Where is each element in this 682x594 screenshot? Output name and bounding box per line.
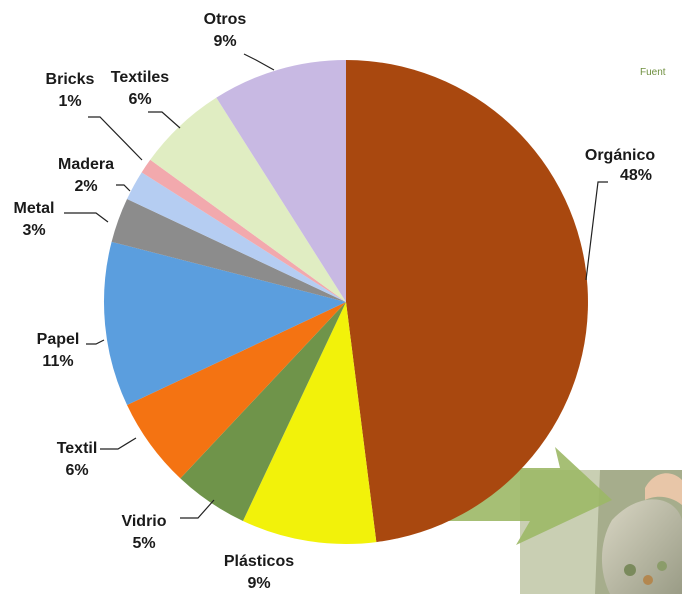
slice-label: Textiles bbox=[111, 69, 170, 86]
leader-line bbox=[180, 499, 215, 519]
leader-line bbox=[86, 339, 105, 345]
slice-label: Textil bbox=[57, 440, 98, 457]
leader-line bbox=[585, 181, 608, 281]
slice-value-label: 1% bbox=[58, 93, 81, 110]
pie-slice-textil bbox=[127, 302, 346, 479]
slice-label: Otros bbox=[204, 11, 247, 28]
slice-value-label: 6% bbox=[65, 462, 88, 479]
leader-line bbox=[116, 184, 131, 192]
pie-slice-bricks bbox=[141, 159, 346, 302]
slice-value-label: 6% bbox=[128, 91, 151, 108]
slice-value-label: 9% bbox=[247, 575, 270, 592]
slice-label: Orgánico bbox=[585, 147, 655, 164]
pie-slice-organico bbox=[346, 60, 588, 543]
slice-label: Papel bbox=[37, 331, 80, 348]
leader-line bbox=[148, 111, 181, 129]
slice-value-label: 9% bbox=[213, 33, 236, 50]
leader-line bbox=[64, 212, 109, 223]
slice-label: Plásticos bbox=[224, 553, 294, 570]
pie-slice-otros bbox=[216, 60, 346, 302]
slice-label: Bricks bbox=[46, 71, 95, 88]
source-text: Fuent bbox=[640, 67, 666, 78]
slice-label: Vidrio bbox=[121, 513, 166, 530]
slice-value-label: 3% bbox=[22, 222, 45, 239]
slice-value-label: 2% bbox=[74, 178, 97, 195]
pie-slice-papel bbox=[103, 241, 346, 406]
slice-label: Metal bbox=[14, 200, 55, 217]
leader-line bbox=[100, 437, 137, 450]
leader-line bbox=[243, 53, 275, 71]
leader-line bbox=[88, 116, 143, 161]
slice-value-label: 5% bbox=[132, 535, 155, 552]
slice-value-label: 48% bbox=[620, 167, 652, 184]
slice-label: Madera bbox=[58, 156, 114, 173]
pie-slice-plasticos bbox=[242, 302, 377, 544]
pie-slice-metal bbox=[111, 198, 346, 302]
pie-slice-madera bbox=[127, 172, 346, 302]
slice-value-label: 11% bbox=[42, 353, 73, 370]
pie-slice-vidrio bbox=[180, 302, 346, 521]
pie-slice-textiles bbox=[150, 97, 346, 302]
